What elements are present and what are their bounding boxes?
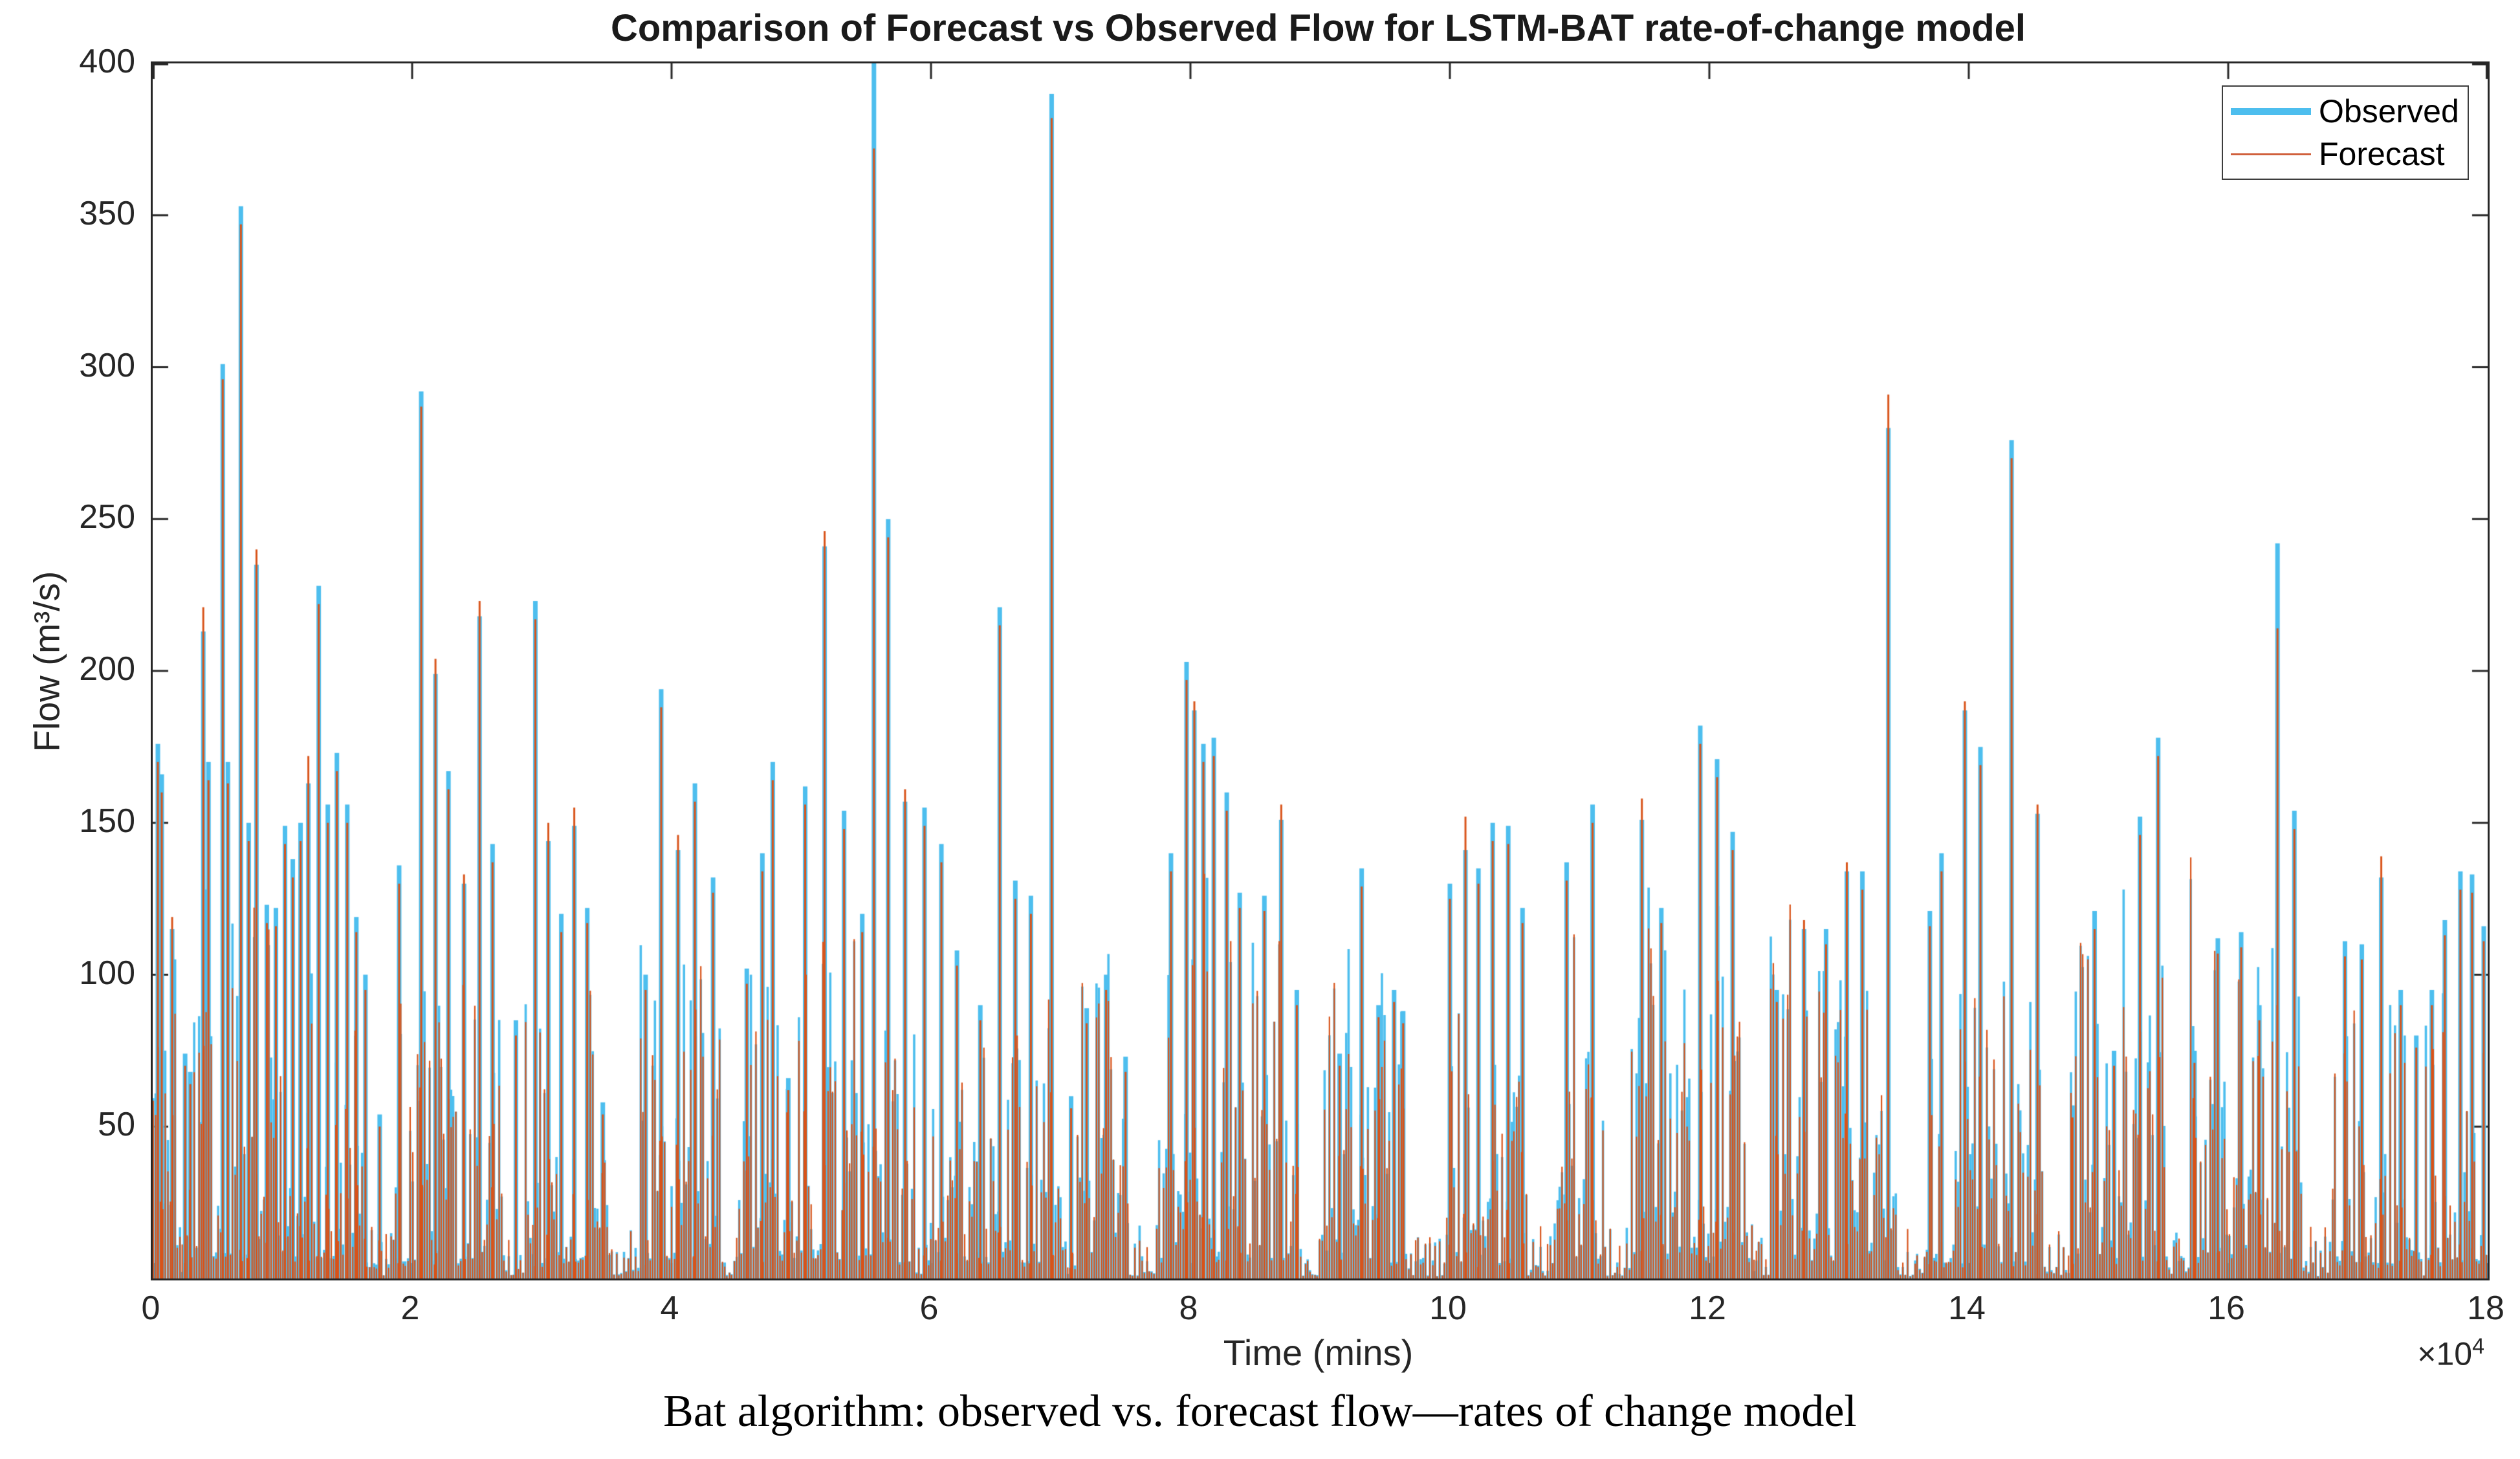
x-tick-label: 10 [1429,1289,1467,1327]
forecast-line-sample-icon [2231,153,2311,155]
legend-label-observed: Observed [2319,93,2459,129]
x-axis-scale-multiplier: ×104 [2417,1334,2484,1373]
x-scale-exponent: 4 [2472,1334,2484,1359]
y-tick-label: 200 [79,650,135,688]
y-axis-label: Flow (m³/s) [26,571,67,752]
legend-item-observed: Observed [2223,91,2468,132]
y-tick-label: 100 [79,954,135,992]
x-tick-label: 6 [919,1289,939,1327]
x-tick-label: 16 [2208,1289,2245,1327]
legend: Observed Forecast [2222,85,2469,180]
x-tick-label: 12 [1689,1289,1726,1327]
y-tick-label: 150 [79,802,135,840]
x-scale-base: ×10 [2417,1335,2473,1372]
legend-item-forecast: Forecast [2223,133,2468,175]
x-axis-label: Time (mins) [1223,1332,1414,1373]
y-tick-label: 400 [79,43,135,80]
x-tick-label: 0 [141,1289,160,1327]
x-tick-label: 4 [660,1289,679,1327]
x-tick-label: 2 [400,1289,420,1327]
chart-canvas [153,63,2488,1278]
y-tick-label: 350 [79,194,135,232]
x-tick-label: 18 [2467,1289,2504,1327]
observed-line-sample-icon [2231,107,2311,115]
y-tick-label: 300 [79,346,135,384]
y-tick-label: 250 [79,498,135,536]
plot-area [151,61,2490,1280]
figure-caption: Bat algorithm: observed vs. forecast flo… [663,1387,1857,1436]
y-tick-label: 50 [98,1106,135,1144]
x-tick-label: 14 [1948,1289,1986,1327]
legend-label-forecast: Forecast [2319,136,2445,172]
x-tick-label: 8 [1179,1289,1198,1327]
figure-title: Comparison of Forecast vs Observed Flow … [610,7,2026,49]
